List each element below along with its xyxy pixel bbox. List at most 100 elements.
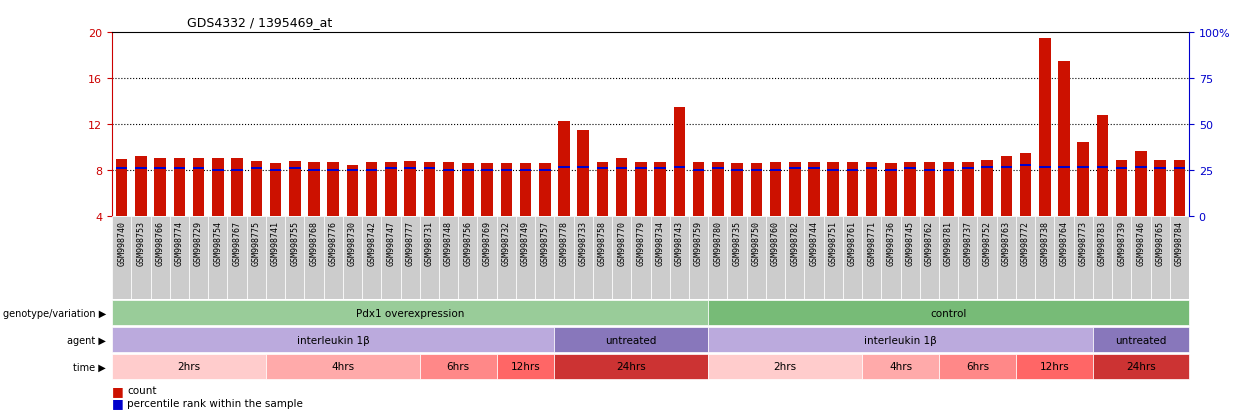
Text: GSM998742: GSM998742 bbox=[367, 221, 376, 266]
FancyBboxPatch shape bbox=[247, 217, 266, 299]
Text: GSM998732: GSM998732 bbox=[502, 221, 510, 266]
FancyBboxPatch shape bbox=[1093, 217, 1112, 299]
Bar bbox=[154, 168, 166, 170]
Text: GSM998774: GSM998774 bbox=[174, 221, 184, 266]
Text: GSM998764: GSM998764 bbox=[1059, 221, 1068, 266]
Bar bbox=[635, 168, 646, 170]
Bar bbox=[1116, 161, 1128, 263]
Bar bbox=[193, 158, 204, 263]
Bar bbox=[924, 170, 935, 172]
Bar bbox=[981, 166, 992, 168]
Text: GSM998739: GSM998739 bbox=[1117, 221, 1127, 266]
FancyBboxPatch shape bbox=[266, 217, 285, 299]
Bar bbox=[309, 170, 320, 172]
FancyBboxPatch shape bbox=[515, 217, 535, 299]
Bar bbox=[867, 163, 878, 263]
Bar bbox=[942, 170, 955, 172]
Bar bbox=[867, 168, 878, 170]
FancyBboxPatch shape bbox=[131, 217, 151, 299]
Bar bbox=[1154, 168, 1165, 170]
Text: interleukin 1β: interleukin 1β bbox=[864, 335, 937, 345]
Bar bbox=[289, 168, 300, 170]
FancyBboxPatch shape bbox=[1112, 217, 1132, 299]
Bar bbox=[539, 170, 550, 172]
FancyBboxPatch shape bbox=[112, 217, 131, 299]
FancyBboxPatch shape bbox=[670, 217, 688, 299]
Bar bbox=[751, 170, 762, 172]
Bar bbox=[674, 166, 685, 168]
Bar bbox=[385, 163, 397, 263]
FancyBboxPatch shape bbox=[977, 217, 997, 299]
Bar bbox=[731, 170, 743, 172]
Bar bbox=[405, 161, 416, 263]
Text: GSM998777: GSM998777 bbox=[406, 221, 415, 266]
Text: GSM998771: GSM998771 bbox=[868, 221, 876, 266]
Text: GSM998737: GSM998737 bbox=[964, 221, 972, 266]
Text: GSM998778: GSM998778 bbox=[559, 221, 569, 266]
Bar bbox=[731, 164, 743, 263]
Bar bbox=[1020, 164, 1031, 166]
Bar bbox=[1058, 166, 1069, 168]
Text: GSM998775: GSM998775 bbox=[251, 221, 260, 266]
Bar bbox=[173, 168, 186, 170]
FancyBboxPatch shape bbox=[631, 217, 650, 299]
Text: agent ▶: agent ▶ bbox=[67, 335, 106, 345]
Text: GSM998783: GSM998783 bbox=[1098, 221, 1107, 266]
Text: GSM998776: GSM998776 bbox=[329, 221, 337, 266]
Text: count: count bbox=[127, 385, 157, 395]
Bar bbox=[519, 170, 532, 172]
Bar bbox=[1040, 39, 1051, 263]
Text: GSM998738: GSM998738 bbox=[1041, 221, 1050, 266]
Text: untreated: untreated bbox=[1116, 335, 1167, 345]
Text: ■: ■ bbox=[112, 384, 123, 397]
Bar bbox=[136, 157, 147, 263]
FancyBboxPatch shape bbox=[342, 217, 362, 299]
Bar bbox=[385, 168, 397, 170]
FancyBboxPatch shape bbox=[554, 328, 708, 352]
Text: GSM998768: GSM998768 bbox=[310, 221, 319, 266]
Text: Pdx1 overexpression: Pdx1 overexpression bbox=[356, 308, 464, 318]
Bar bbox=[635, 163, 646, 263]
FancyBboxPatch shape bbox=[381, 217, 401, 299]
Bar bbox=[1040, 166, 1051, 168]
Bar bbox=[462, 170, 473, 172]
FancyBboxPatch shape bbox=[824, 217, 843, 299]
Bar bbox=[578, 166, 589, 168]
Bar bbox=[443, 170, 454, 172]
Bar bbox=[309, 163, 320, 263]
FancyBboxPatch shape bbox=[1150, 217, 1170, 299]
Text: genotype/variation ▶: genotype/variation ▶ bbox=[2, 308, 106, 318]
FancyBboxPatch shape bbox=[151, 217, 169, 299]
Text: GDS4332 / 1395469_at: GDS4332 / 1395469_at bbox=[187, 16, 332, 29]
FancyBboxPatch shape bbox=[497, 354, 554, 379]
FancyBboxPatch shape bbox=[727, 217, 747, 299]
Bar bbox=[154, 158, 166, 263]
Bar bbox=[136, 168, 147, 170]
Bar bbox=[423, 163, 436, 263]
Bar bbox=[346, 165, 359, 263]
Text: GSM998746: GSM998746 bbox=[1137, 221, 1145, 266]
Text: GSM998744: GSM998744 bbox=[809, 221, 818, 266]
FancyBboxPatch shape bbox=[401, 217, 420, 299]
Bar bbox=[500, 164, 512, 263]
FancyBboxPatch shape bbox=[708, 217, 727, 299]
FancyBboxPatch shape bbox=[112, 301, 708, 325]
Text: GSM998733: GSM998733 bbox=[579, 221, 588, 266]
FancyBboxPatch shape bbox=[613, 217, 631, 299]
Text: GSM998743: GSM998743 bbox=[675, 221, 684, 266]
Bar bbox=[1174, 168, 1185, 170]
Text: GSM998736: GSM998736 bbox=[886, 221, 895, 266]
Text: interleukin 1β: interleukin 1β bbox=[296, 335, 370, 345]
FancyBboxPatch shape bbox=[1016, 217, 1035, 299]
Bar bbox=[924, 163, 935, 263]
FancyBboxPatch shape bbox=[362, 217, 381, 299]
FancyBboxPatch shape bbox=[554, 354, 708, 379]
Bar bbox=[789, 163, 801, 263]
Text: GSM998741: GSM998741 bbox=[271, 221, 280, 266]
Text: GSM998770: GSM998770 bbox=[618, 221, 626, 266]
Bar bbox=[443, 163, 454, 263]
FancyBboxPatch shape bbox=[477, 217, 497, 299]
Text: 12hrs: 12hrs bbox=[1040, 361, 1069, 372]
FancyBboxPatch shape bbox=[285, 217, 304, 299]
FancyBboxPatch shape bbox=[1093, 328, 1189, 352]
